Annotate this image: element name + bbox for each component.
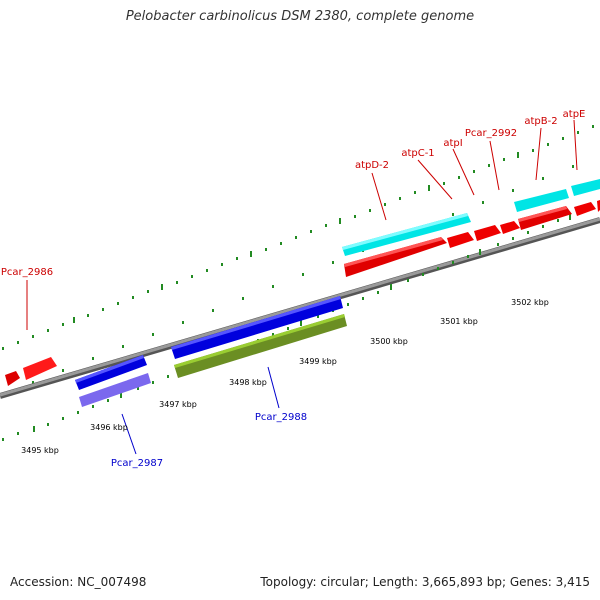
reverse-tick-track	[2, 207, 589, 441]
axis-label-3495: 3495 kbp	[21, 446, 59, 455]
forward-gene-atpE-cyan[interactable]	[571, 179, 600, 196]
gene-label-pcar-2986: Pcar_2986	[1, 267, 53, 278]
forward-gene-atpD-2[interactable]	[344, 237, 447, 277]
genome-summary-text: Topology: circular; Length: 3,665,893 bp…	[260, 575, 590, 589]
gene-label-pcar-2992: Pcar_2992	[465, 128, 517, 139]
axis-label-3496: 3496 kbp	[90, 423, 128, 432]
genome-backbone	[0, 217, 600, 399]
page-title: Pelobacter carbinolicus DSM 2380, comple…	[125, 9, 475, 24]
axis-label-3502: 3502 kbp	[511, 298, 549, 307]
axis-label-3497: 3497 kbp	[159, 400, 197, 409]
forward-gene-pcar-2986[interactable]	[5, 357, 57, 386]
gene-label-atpC-1: atpC-1	[401, 148, 434, 159]
gene-label-atpI: atpI	[443, 138, 462, 149]
accession-text: Accession: NC_007498	[10, 575, 147, 589]
reverse-gene-pcar-2987[interactable]	[75, 355, 147, 390]
forward-gene-atpB-2-cyan[interactable]	[514, 189, 569, 212]
forward-tick-track-outer	[2, 125, 594, 350]
gene-label-atpD-2: atpD-2	[355, 160, 389, 171]
axis-label-3500: 3500 kbp	[370, 337, 408, 346]
forward-gene-atpB-2[interactable]	[518, 206, 572, 230]
reverse-gene-pcar-2987-alt[interactable]	[79, 373, 151, 407]
gene-label-pcar-2987: Pcar_2987	[111, 458, 163, 469]
gene-label-atpE: atpE	[563, 109, 586, 120]
reverse-gene-pcar-2988[interactable]	[171, 296, 343, 359]
forward-tick-track-inner	[2, 165, 574, 396]
forward-gene-atpD-2-cyan[interactable]	[342, 213, 471, 256]
axis-label-3499: 3499 kbp	[299, 357, 337, 366]
forward-gene-atpI[interactable]	[474, 225, 501, 241]
axis-label-3498: 3498 kbp	[229, 378, 267, 387]
gene-label-pcar-2988: Pcar_2988	[255, 412, 307, 423]
reverse-gene-pcar-2988-alt[interactable]	[174, 314, 347, 378]
forward-gene-pcar-2992[interactable]	[500, 221, 520, 234]
gene-label-atpB-2: atpB-2	[524, 116, 557, 127]
forward-gene-atpC-1[interactable]	[447, 232, 474, 248]
forward-gene-atpE[interactable]	[574, 200, 600, 216]
label-leaders	[26, 119, 578, 455]
axis-label-3501: 3501 kbp	[440, 317, 478, 326]
